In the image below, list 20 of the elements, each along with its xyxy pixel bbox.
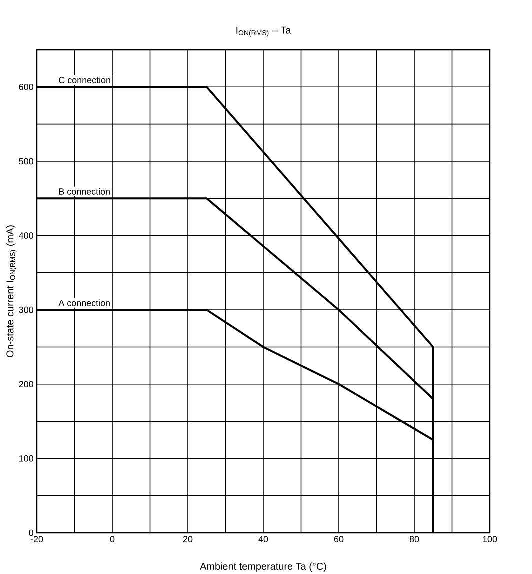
y-tick-label: 500 <box>19 158 34 165</box>
series-label: C connection <box>59 76 110 84</box>
x-tick-label: 40 <box>258 536 268 543</box>
y-tick-label: 200 <box>19 381 34 388</box>
series-label: A connection <box>58 300 110 306</box>
x-tick-label: 20 <box>183 536 193 543</box>
y-tick-label: 400 <box>19 232 34 239</box>
x-axis-title: Ambient temperature Ta (°C) <box>200 562 326 572</box>
x-tick-label: 80 <box>410 536 420 543</box>
x-tick-label: 60 <box>334 536 344 543</box>
x-tick-label: 0 <box>110 536 115 543</box>
y-axis-title: On-state current I$_{ON(RMS)}$ (mA) <box>6 226 17 358</box>
chart-title: I$_{ON(RMS)}$ – Ta <box>236 26 292 37</box>
y-tick-label: 100 <box>20 456 34 462</box>
y-tick-label: 300 <box>19 306 34 314</box>
y-tick-label: 0 <box>29 530 34 536</box>
x-tick-label: 100 <box>483 536 498 543</box>
y-tick-label: 600 <box>19 84 34 90</box>
x-tick-label: -20 <box>30 536 44 543</box>
series-label: B connection <box>59 188 110 195</box>
